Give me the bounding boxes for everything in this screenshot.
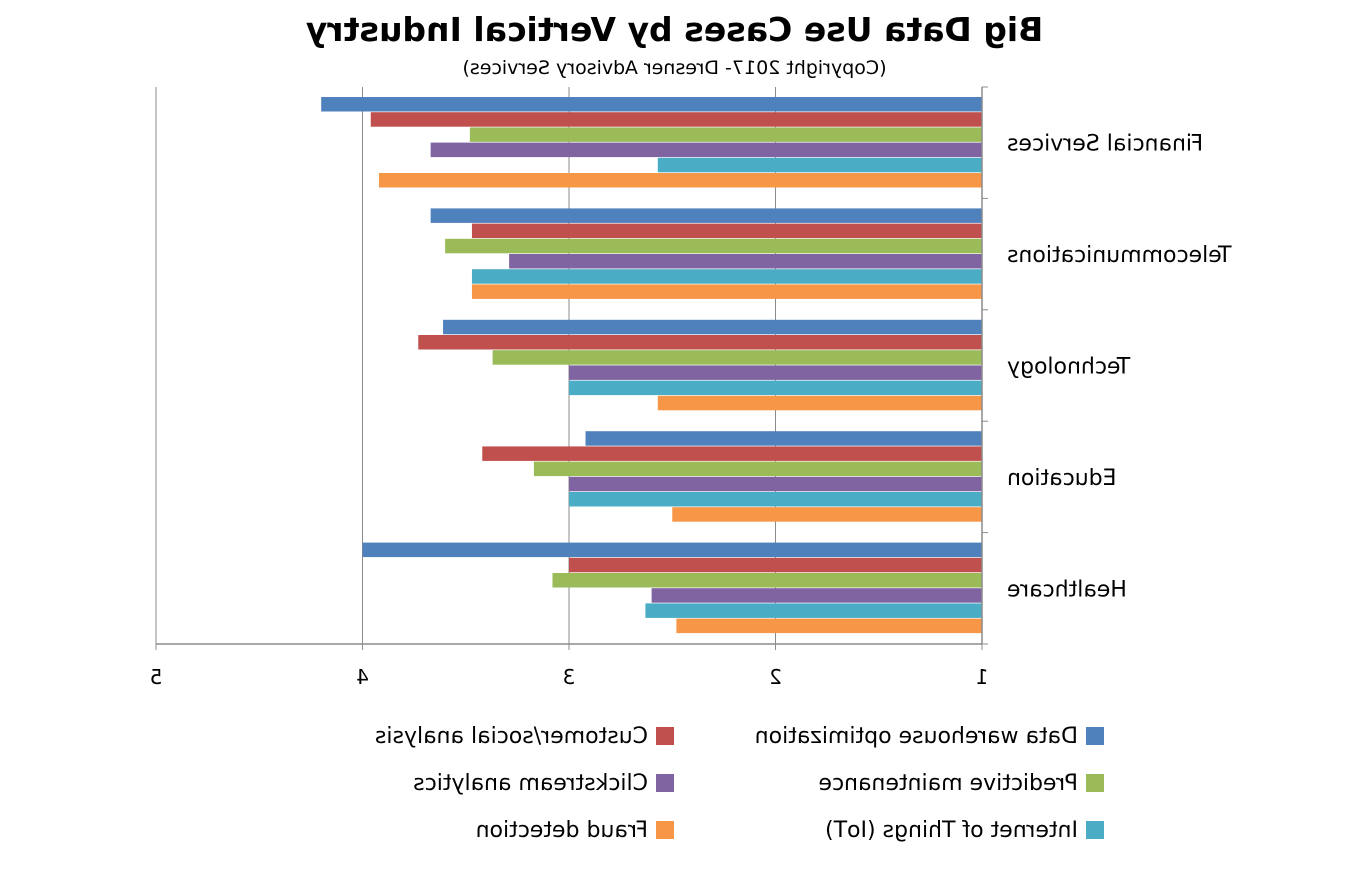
legend-swatch: [656, 774, 674, 792]
bar: [676, 618, 982, 634]
x-tick-label: 4: [356, 665, 369, 689]
legend-item: Predictive maintenance: [818, 763, 1104, 803]
legend-item: Customer/social analysis: [375, 716, 674, 756]
legend-item: Clickstream analytics: [413, 763, 674, 803]
legend-label: Fraud detection: [475, 817, 648, 843]
legend-label: Predictive maintenance: [818, 770, 1078, 796]
legend-label: Data warehouse optimization: [754, 723, 1078, 749]
x-tick-label: 3: [563, 665, 576, 689]
legend-swatch: [656, 821, 674, 839]
bar: [471, 223, 982, 239]
bar: [657, 157, 982, 173]
legend-swatch: [1086, 821, 1104, 839]
bar: [492, 350, 982, 365]
chart-plot: 1 2 3 4 5 Financial Services Telecommunication…: [150, 86, 1232, 689]
bar: [469, 127, 982, 142]
bar: [569, 492, 982, 507]
bar: [430, 208, 982, 223]
legend-swatch: [1086, 727, 1104, 745]
legend-label: Clickstream analytics: [413, 770, 648, 796]
bar: [657, 395, 982, 411]
category-label: Telecommunications: [1007, 243, 1232, 268]
x-tick-label: 1: [976, 665, 989, 689]
bar: [321, 97, 982, 112]
bar: [645, 603, 982, 618]
bar: [430, 142, 982, 158]
x-tick-label: 5: [150, 665, 163, 689]
bar: [569, 380, 982, 396]
bar: [569, 557, 982, 573]
category-label: Education: [1007, 466, 1117, 491]
legend-label: Internet of Things (IoT): [825, 817, 1078, 843]
legend-item: Internet of Things (IoT): [825, 810, 1104, 850]
bar: [445, 238, 982, 254]
bar: [533, 461, 982, 477]
bar: [552, 573, 982, 588]
legend-item: Fraud detection: [476, 810, 674, 850]
category-label: Healthcare: [1007, 577, 1127, 602]
bar: [585, 431, 982, 446]
bar: [509, 254, 982, 269]
bar: [443, 319, 982, 335]
bar: [569, 476, 982, 492]
legend-label: Customer/social analysis: [374, 723, 648, 749]
category-label: Financial Services: [1007, 132, 1203, 157]
category-label: Technology: [1007, 355, 1131, 380]
bar: [569, 365, 982, 380]
bar: [418, 335, 982, 350]
bar: [482, 446, 982, 461]
bar: [379, 173, 982, 188]
legend-swatch: [1086, 774, 1104, 792]
bar: [651, 588, 982, 603]
bar: [471, 284, 982, 299]
bar: [362, 542, 982, 558]
x-tick-label: 2: [769, 665, 782, 689]
legend-swatch: [656, 727, 674, 745]
bar: [471, 269, 982, 284]
bar: [672, 507, 982, 522]
legend-item: Data warehouse optimization: [755, 716, 1104, 756]
bar: [370, 112, 982, 127]
